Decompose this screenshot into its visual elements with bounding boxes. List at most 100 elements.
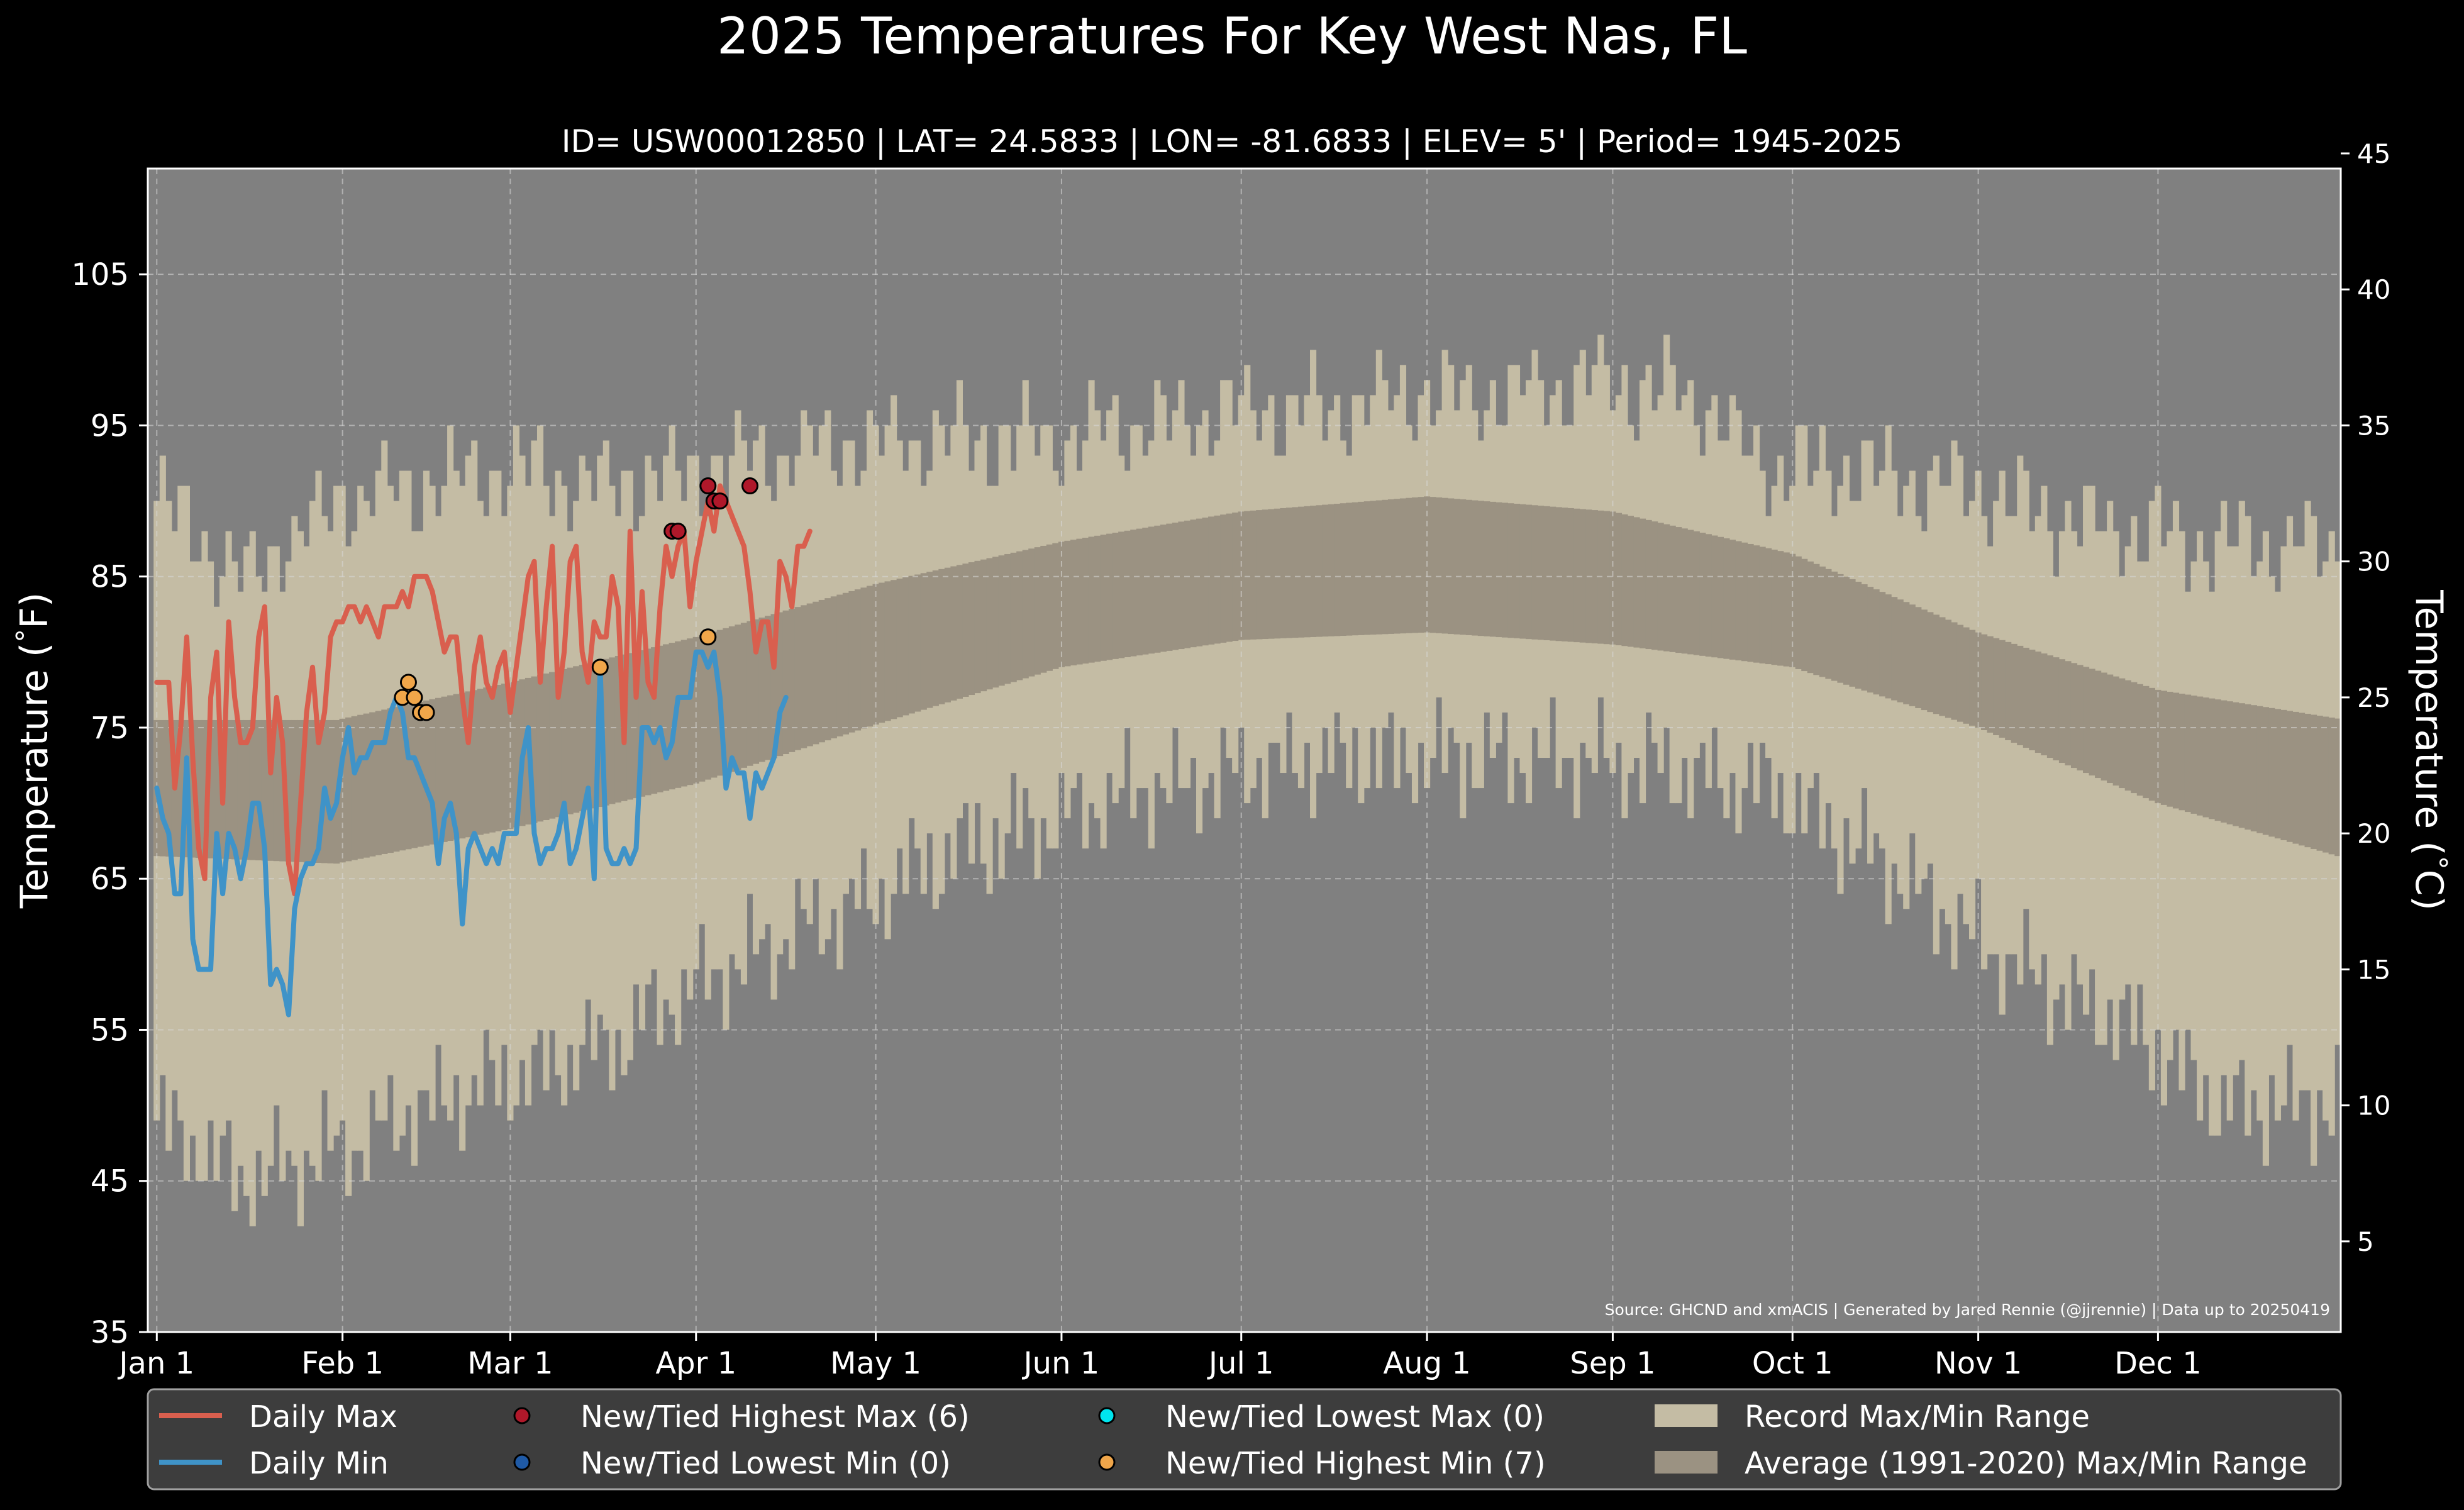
normal-range-bar [249,719,256,860]
y-tick-label-left: 35 [91,1315,129,1350]
normal-range-bar [1693,531,1700,655]
normal-range-bar [315,719,322,863]
normal-range-bar [1759,547,1766,663]
normal-range-bar [1795,556,1802,669]
normal-range-bar [585,663,592,810]
normal-range-bar [1669,525,1676,652]
normal-range-bar [1363,501,1370,635]
normal-range-bar [453,694,460,840]
record-range-bar [1999,470,2006,1015]
normal-range-bar [2292,711,2299,844]
record-range-bar [1981,516,1988,970]
normal-range-bar [2256,706,2263,833]
normal-range-bar [447,695,454,841]
normal-range-bar [1190,519,1197,648]
normal-range-bar [1867,587,1874,693]
daily-max-line [154,483,813,897]
normal-range-bar [1837,574,1844,683]
normal-range-bar [1999,640,2006,738]
normal-range-bar [2148,687,2155,801]
normal-range-bar [1741,542,1748,662]
normal-range-bar [626,653,634,800]
normal-range-bar [489,686,496,833]
normal-range-bar [435,697,442,843]
normal-range-bar [866,586,874,727]
x-tick-label: Feb 1 [301,1346,384,1381]
normal-range-bar [291,719,298,862]
normal-range-bar [687,638,694,786]
normal-range-bar [1723,538,1730,659]
normal-range-bar [1897,599,1904,702]
y-tick-label-left: 75 [91,711,129,746]
normal-range-bar [2280,709,2287,840]
normal-range-bar [1633,517,1640,648]
normal-range-bar [1651,521,1658,650]
normal-range-bar [2065,661,2072,766]
normal-range-bar [1903,602,1910,704]
normal-range-bar [375,711,382,855]
normal-range-bar [1448,498,1455,635]
x-tick-label: Nov 1 [1934,1346,2022,1381]
record-high-max-point [699,477,717,495]
normal-range-bar [1285,508,1293,638]
normal-range-bar [1004,553,1011,684]
normal-range-bar [1322,504,1329,637]
x-tick-label: Apr 1 [655,1346,736,1381]
x-tick-label: Aug 1 [1383,1346,1471,1381]
normal-range-bar [1202,518,1209,646]
normal-range-bar [1627,516,1634,647]
normal-range-bar [243,719,250,860]
normal-range-bar [1220,514,1227,643]
normal-range-bar [387,708,394,853]
normal-range-bar [2046,655,2053,758]
normal-range-bar [471,690,478,836]
normal-range-bar [1765,548,1772,665]
record-range-bar [345,546,352,1196]
normal-range-bar [2202,697,2209,818]
record-range-bar [986,486,993,894]
normal-range-bar [1094,535,1101,662]
normal-range-bar [854,589,862,731]
chart-subtitle: ID= USW00012850 | LAT= 24.5833 | LON= -8… [562,123,1903,160]
y-tick-label-left: 45 [91,1164,129,1199]
legend-swatch-dot [1098,1407,1116,1424]
normal-range-bar [1573,508,1580,643]
normal-range-bar [830,596,837,739]
normal-range-bar [1406,497,1412,633]
normal-range-bar [1645,519,1652,650]
normal-range-bar [2005,641,2012,740]
y-tick-label-right: 15 [2357,954,2390,985]
normal-range-bar [1956,625,1964,722]
normal-range-bar [2299,713,2306,846]
y-tick-label-right: 20 [2357,818,2390,849]
legend-label: Daily Min [249,1446,389,1481]
normal-range-bar [1130,530,1137,657]
normal-range-bar [932,570,939,706]
record-range-bar [2197,531,2204,1121]
normal-range-bar [1310,506,1317,637]
normal-range-bar [824,598,831,741]
normal-range-bar [2245,704,2251,830]
normal-range-bar [1717,536,1724,658]
normal-range-bar [213,719,220,859]
normal-range-bar [1465,499,1472,635]
normal-range-bar [2190,696,2197,814]
legend-swatch-dot [1098,1453,1116,1471]
normal-range-bar [543,673,550,820]
normal-range-bar [879,582,885,723]
normal-range-bar [2233,702,2239,826]
normal-range-bar [423,700,430,846]
normal-range-bar [207,719,214,858]
legend-label: Record Max/Min Range [1745,1399,2090,1435]
normal-range-bar [573,666,580,813]
grid-lines [148,169,2341,1333]
normal-range-bar [501,683,508,830]
normal-range-bar [1046,544,1053,671]
y-axis-label-right: Temperature (°C) [2407,589,2453,911]
record-range-bar [2256,561,2263,1121]
x-tick-label: Jul 1 [1207,1346,1274,1381]
normal-range-bar [2011,643,2017,743]
normal-range-bar [1460,499,1467,635]
normal-range-bar [495,685,502,831]
source-note: Source: GHCND and xmACIS | Generated by … [1605,1301,2330,1319]
